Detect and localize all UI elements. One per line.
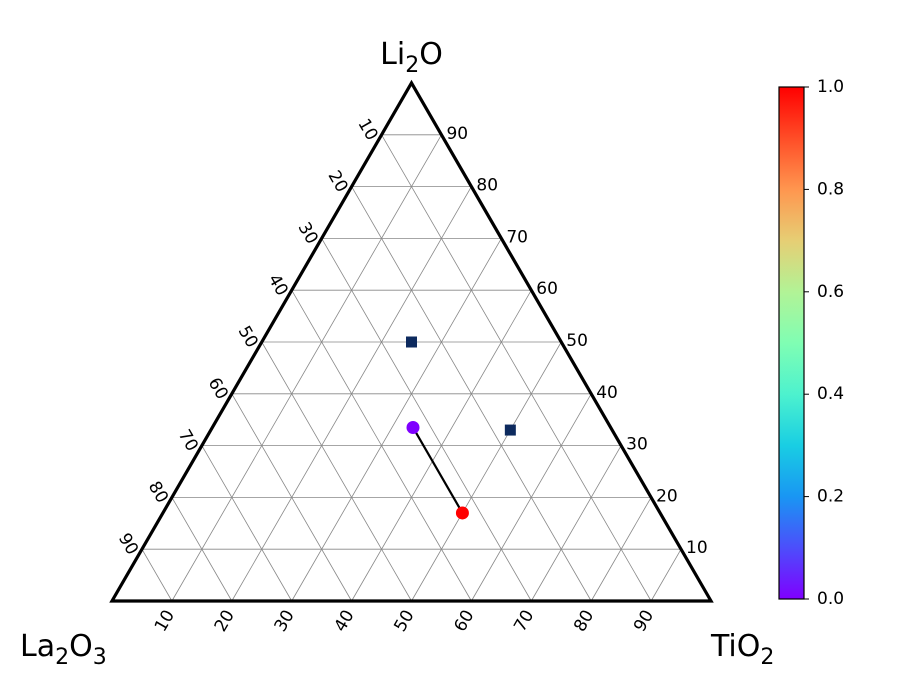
colorbar-ticks: 0.0 0.2 0.4 0.6 0.8 1.0 — [804, 77, 844, 609]
corner-label-left: La2O3 — [20, 629, 107, 670]
trajectory-line — [412, 426, 464, 514]
colorbar: 0.0 0.2 0.4 0.6 0.8 1.0 — [778, 77, 844, 609]
square-marker — [504, 424, 516, 436]
bottom-axis-tick-label: 10 — [151, 607, 179, 636]
grid-line — [201, 445, 293, 602]
square-marker — [406, 336, 417, 348]
bottom-axis-tick-label: 70 — [510, 607, 538, 636]
colorbar-tick-label: 0.0 — [817, 589, 844, 609]
right-axis-ticks: 90 80 70 60 50 40 30 20 10 — [446, 124, 707, 558]
bottom-axis-tick-label: 30 — [271, 607, 299, 636]
right-axis-tick-label: 80 — [476, 176, 498, 196]
grid-line — [231, 393, 352, 602]
grid-line — [171, 497, 233, 602]
right-axis-tick-label: 70 — [506, 227, 528, 247]
bottom-axis-ticks: 10 20 30 40 50 60 70 80 90 — [151, 607, 658, 636]
bottom-axis-tick-label: 50 — [390, 607, 418, 636]
right-axis-tick-label: 30 — [626, 435, 648, 455]
triangle-frame — [109, 79, 714, 603]
colorbar-tick-label: 0.8 — [817, 179, 844, 199]
circle-marker — [455, 506, 469, 520]
grid-line — [171, 134, 442, 602]
bottom-axis-tick-label: 20 — [211, 607, 239, 636]
grid-lines — [141, 134, 682, 602]
colorbar-gradient — [778, 86, 805, 600]
grid-line — [291, 238, 502, 602]
data-marks — [406, 336, 516, 520]
colorbar-tick-label: 0.6 — [817, 282, 844, 302]
grid-line — [530, 445, 622, 602]
colorbar-tick-label: 0.2 — [817, 487, 844, 507]
circle-marker — [406, 420, 420, 434]
grid-line — [471, 393, 592, 602]
right-axis-tick-label: 10 — [686, 538, 708, 558]
grid-line — [321, 238, 532, 602]
grid-line — [650, 548, 682, 602]
right-axis-tick-label: 60 — [536, 279, 558, 299]
bottom-axis-tick-label: 80 — [570, 607, 598, 636]
corner-label-top: Li2O — [380, 37, 443, 78]
grid-line — [261, 341, 412, 602]
bottom-axis-tick-label: 60 — [450, 607, 478, 636]
colorbar-tick-label: 1.0 — [817, 77, 844, 97]
right-axis-tick-label: 90 — [446, 124, 468, 144]
bottom-axis-tick-label: 40 — [331, 607, 359, 636]
grid-line — [411, 341, 562, 602]
grid-line — [381, 134, 652, 602]
colorbar-tick-label: 0.4 — [817, 384, 844, 404]
grid-line — [590, 497, 652, 602]
corner-label-right: TiO2 — [710, 629, 774, 670]
grid-line — [141, 548, 173, 602]
right-axis-tick-label: 40 — [596, 383, 618, 403]
right-axis-tick-label: 50 — [566, 331, 588, 351]
bottom-axis-tick-label: 90 — [630, 607, 658, 636]
right-axis-tick-label: 20 — [656, 486, 678, 506]
